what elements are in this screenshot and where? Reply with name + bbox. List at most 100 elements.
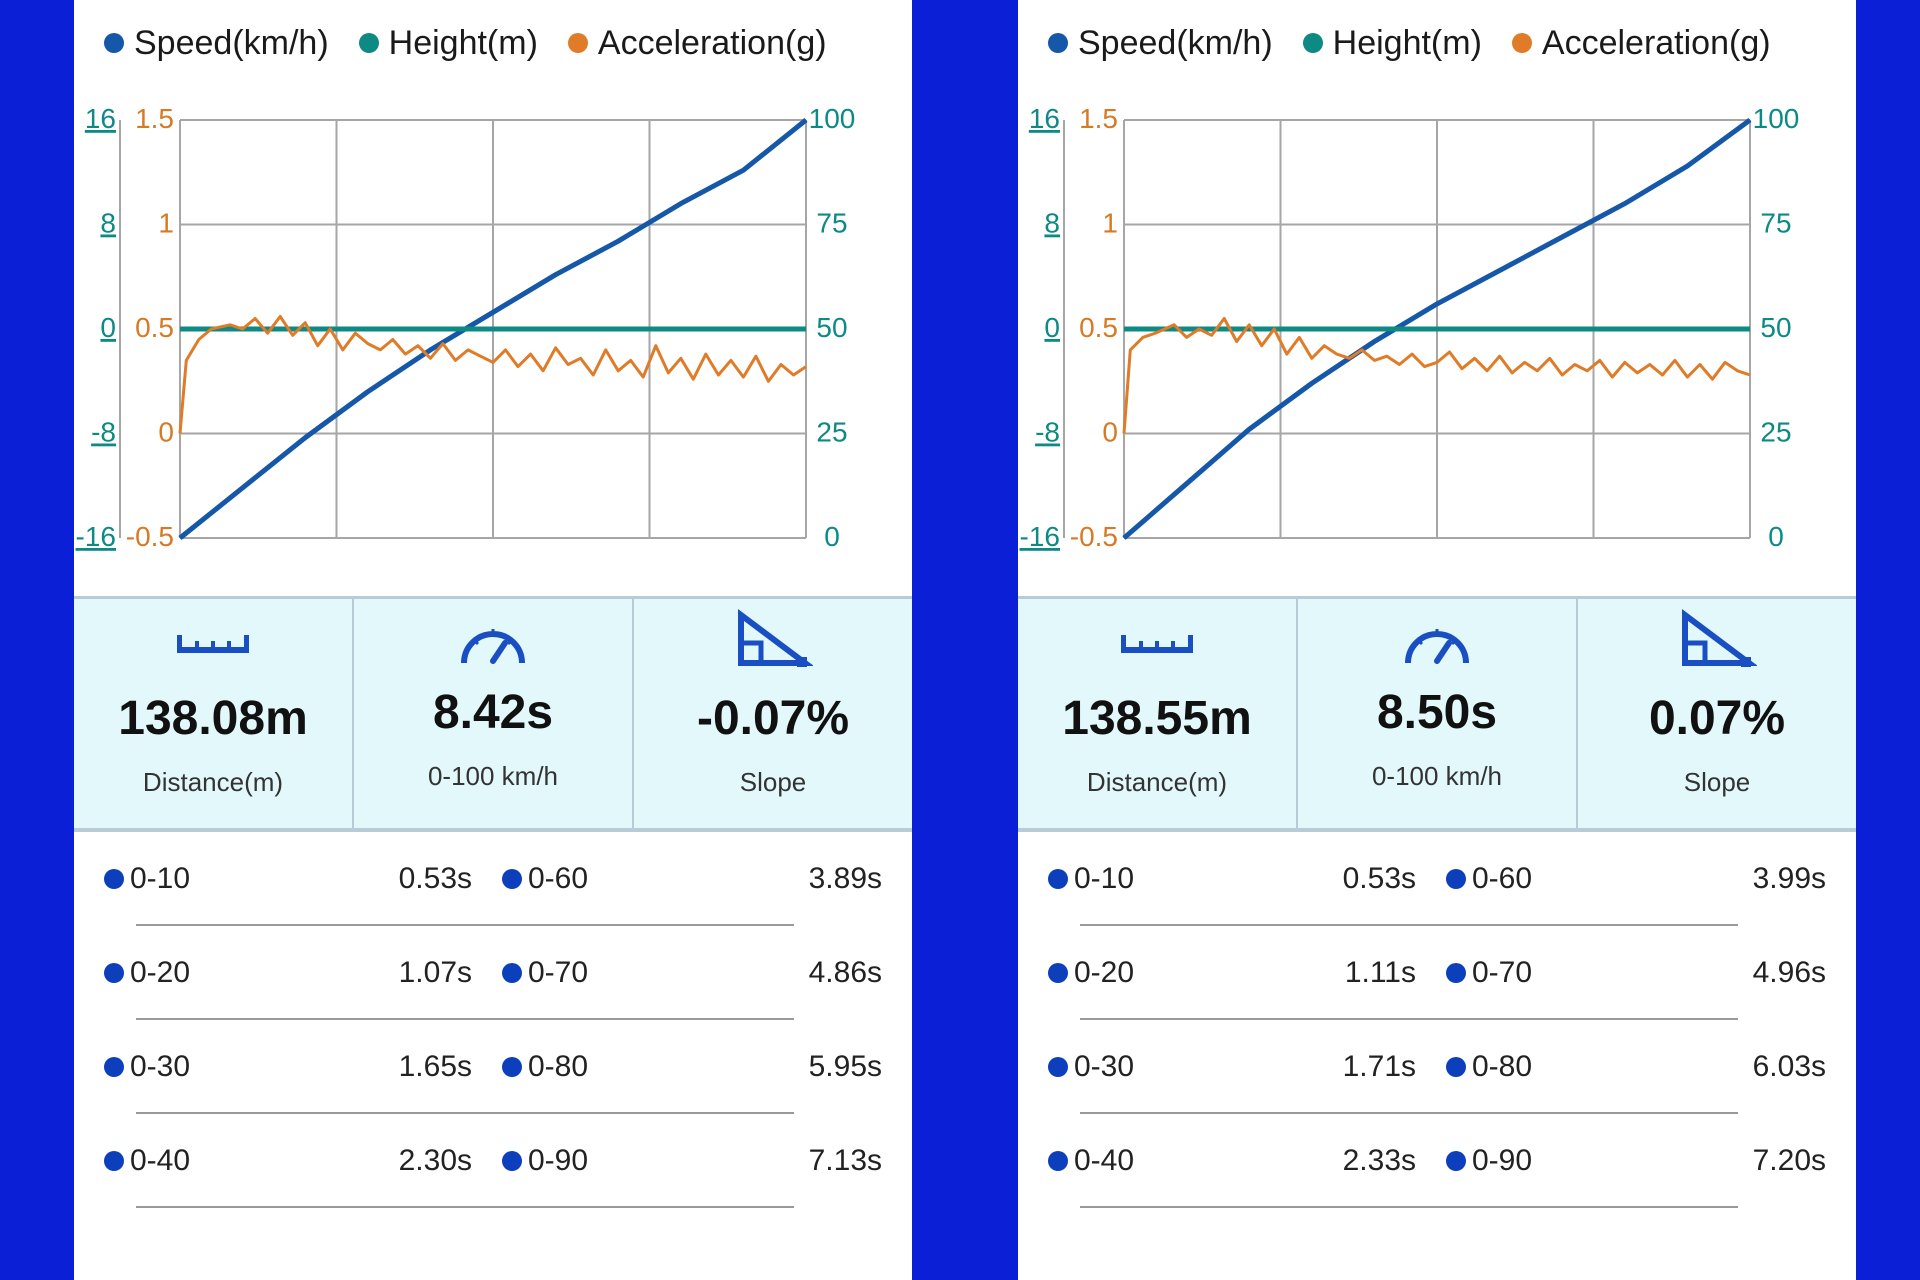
legend-speed[interactable]: Speed(km/h) — [104, 24, 329, 63]
split-label: 0-90 — [528, 1144, 589, 1177]
bullet-icon — [502, 1057, 522, 1077]
acceleration-chart: 16 8 0 -8 -16 1.5 1 0.5 0 -0.5 100 75 50 25 0 — [76, 103, 856, 552]
acceleration-axis-tick: 1 — [158, 208, 174, 239]
legend-height-label: Height(m) — [388, 23, 538, 62]
acceleration-axis-tick: 0.5 — [1079, 312, 1118, 343]
acceleration-axis-tick: 1.5 — [135, 103, 174, 134]
split-label: 0-20 — [130, 956, 191, 989]
time-0-100-value: 8.42s — [432, 686, 554, 739]
legend-acceleration[interactable]: Acceleration(g) — [1511, 24, 1771, 63]
row-divider — [1080, 1018, 1738, 1020]
distance-label: Distance(m) — [1086, 767, 1228, 797]
stat-distance: 138.55m Distance(m) — [1018, 599, 1298, 828]
time-0-100-label: 0-100 km/h — [427, 761, 559, 791]
bullet-icon — [1446, 963, 1466, 983]
bullet-icon — [1446, 1151, 1466, 1171]
split-label: 0-60 — [1472, 862, 1533, 895]
acceleration-axis-tick: 1.5 — [1079, 103, 1118, 134]
legend-height[interactable]: Height(m) — [1302, 24, 1482, 63]
height-dot-icon — [358, 33, 379, 53]
speed-axis-tick: 25 — [816, 417, 847, 448]
split-right-time: 3.89s — [808, 862, 882, 895]
bullet-icon — [1048, 963, 1068, 983]
ruler-icon — [1121, 635, 1193, 653]
stats-bar: 138.08m Distance(m) 8.42s 0-100 km/h -0.… — [74, 596, 912, 832]
speed-axis-tick: 50 — [1760, 312, 1791, 343]
row-divider — [136, 1018, 794, 1020]
split-left-label-cell: 0-20 — [1048, 926, 1134, 1020]
split-label: 0-10 — [1074, 862, 1135, 895]
split-label: 0-10 — [130, 862, 191, 895]
slope-icon — [738, 609, 813, 667]
speed-axis-tick: 50 — [816, 312, 847, 343]
slope-icon — [1682, 609, 1757, 667]
acceleration-axis-tick: 0 — [1102, 417, 1118, 448]
speedometer-icon — [1405, 629, 1469, 664]
bullet-icon — [502, 963, 522, 983]
split-label: 0-20 — [1074, 956, 1135, 989]
acceleration-line — [178, 315, 807, 434]
split-left-time: 1.07s — [398, 956, 472, 989]
split-left-label-cell: 0-30 — [1048, 1020, 1134, 1114]
split-left-label-cell: 0-20 — [104, 926, 190, 1020]
split-label: 0-30 — [1074, 1050, 1135, 1083]
split-right-time: 5.95s — [808, 1050, 882, 1083]
split-row: 0-30 1.65s 0-80 5.95s — [74, 1020, 912, 1114]
bullet-icon — [104, 1057, 124, 1077]
stat-slope: -0.07% Slope — [634, 599, 912, 828]
split-left-time: 2.30s — [398, 1144, 472, 1177]
acceleration-axis-tick: 0.5 — [135, 312, 174, 343]
result-panel-left: Speed(km/h) Height(m) Acceleration(g) 16… — [74, 0, 912, 1280]
split-label: 0-90 — [1472, 1144, 1533, 1177]
legend-acceleration-label: Acceleration(g) — [597, 23, 827, 62]
split-times-list: 0-10 0.53s 0-60 3.89s 0-20 1.07s 0-70 4.… — [74, 832, 912, 1280]
split-left-time: 2.33s — [1342, 1144, 1416, 1177]
split-row: 0-10 0.53s 0-60 3.89s — [74, 832, 912, 926]
bullet-icon — [502, 1151, 522, 1171]
distance-value: 138.55m — [1062, 692, 1252, 745]
stats-bar: 138.55m Distance(m) 8.50s 0-100 km/h 0.0… — [1018, 596, 1856, 832]
split-label: 0-30 — [130, 1050, 191, 1083]
speed-line — [178, 118, 808, 540]
acceleration-dot-icon — [567, 33, 588, 53]
height-axis-tick: -8 — [1035, 417, 1060, 448]
speed-line — [1122, 117, 1752, 540]
legend-speed-label: Speed(km/h) — [134, 23, 329, 62]
split-right-label-cell: 0-60 — [1446, 832, 1532, 926]
row-divider — [136, 1206, 794, 1208]
split-row: 0-30 1.71s 0-80 6.03s — [1018, 1020, 1856, 1114]
split-label: 0-40 — [1074, 1144, 1135, 1177]
stat-distance: 138.08m Distance(m) — [74, 599, 354, 828]
split-right-label-cell: 0-90 — [502, 1114, 588, 1208]
height-axis-tick: 0 — [1044, 312, 1060, 343]
slope-value: -0.07% — [696, 692, 850, 745]
ruler-icon — [177, 635, 249, 653]
split-right-time: 6.03s — [1752, 1050, 1826, 1083]
split-left-time: 0.53s — [398, 862, 472, 895]
time-0-100-label: 0-100 km/h — [1371, 761, 1503, 791]
height-axis-tick: -16 — [1020, 521, 1060, 552]
split-label: 0-70 — [528, 956, 589, 989]
split-right-label-cell: 0-80 — [1446, 1020, 1532, 1114]
split-left-label-cell: 0-30 — [104, 1020, 190, 1114]
acceleration-chart: 16 8 0 -8 -16 1.5 1 0.5 0 -0.5 100 75 50 25 0 — [1020, 103, 1800, 552]
split-row: 0-40 2.33s 0-90 7.20s — [1018, 1114, 1856, 1208]
legend-speed[interactable]: Speed(km/h) — [1048, 24, 1273, 63]
height-axis-tick: 0 — [100, 312, 116, 343]
split-label: 0-70 — [1472, 956, 1533, 989]
bullet-icon — [1446, 1057, 1466, 1077]
bullet-icon — [1048, 869, 1068, 889]
speed-axis-tick: 100 — [809, 103, 856, 134]
chart-legend: Speed(km/h) Height(m) Acceleration(g) — [1018, 18, 1856, 68]
speed-axis-tick: 75 — [816, 208, 847, 239]
result-panel-right: Speed(km/h) Height(m) Acceleration(g) 16… — [1018, 0, 1856, 1280]
acceleration-axis-tick: 0 — [158, 417, 174, 448]
speed-axis-tick: 0 — [1768, 521, 1784, 552]
distance-label: Distance(m) — [142, 767, 284, 797]
stat-slope: 0.07% Slope — [1578, 599, 1856, 828]
time-0-100-value: 8.50s — [1376, 686, 1498, 739]
legend-acceleration[interactable]: Acceleration(g) — [567, 23, 827, 63]
legend-height[interactable]: Height(m) — [358, 23, 538, 63]
split-right-time: 7.13s — [808, 1144, 882, 1177]
split-row: 0-20 1.11s 0-70 4.96s — [1018, 926, 1856, 1020]
